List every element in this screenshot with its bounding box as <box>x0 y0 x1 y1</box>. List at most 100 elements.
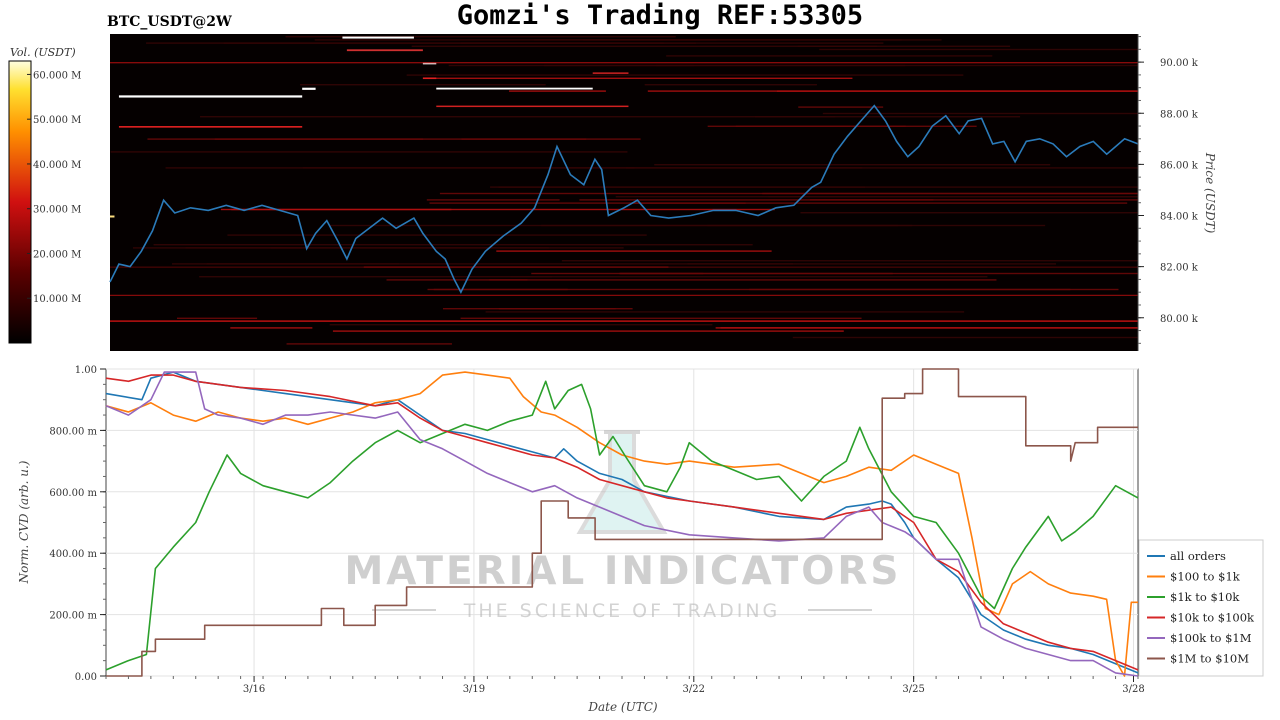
price-tick-label: 80.00 k <box>1160 314 1199 325</box>
heat-row <box>300 84 546 86</box>
chart-title: Gomzi's Trading REF:53305 <box>457 0 863 31</box>
heat-row <box>629 202 746 204</box>
heat-row <box>332 330 844 332</box>
legend-entry: $10k to $100k <box>1170 611 1255 625</box>
liquidity-wall <box>422 77 437 80</box>
heat-row <box>411 45 877 47</box>
heat-row <box>647 90 1138 92</box>
cvd-x-axis-label: Date (UTC) <box>587 700 657 714</box>
cvd-y-tick-label: 800.00 m <box>49 426 97 437</box>
heat-row <box>510 276 988 278</box>
heat-row <box>220 208 775 211</box>
cvd-x-tick-label: 3/22 <box>683 684 705 695</box>
heat-row <box>146 42 884 44</box>
heat-row <box>426 199 560 201</box>
heat-row <box>496 250 772 252</box>
liquidity-wall <box>436 87 593 90</box>
order-book-walls <box>110 36 1138 322</box>
heat-row <box>797 45 1011 47</box>
heat-row <box>132 247 303 249</box>
heat-row <box>800 212 1138 214</box>
heat-row <box>147 138 424 140</box>
heat-row <box>231 208 452 211</box>
liquidity-wall <box>110 294 1138 296</box>
heat-row <box>199 276 553 278</box>
price-tick-label: 82.00 k <box>1160 263 1199 274</box>
heat-row <box>227 234 647 236</box>
legend-entry: $1k to $10k <box>1170 590 1240 604</box>
heat-row <box>386 279 528 281</box>
price-line <box>109 104 1139 294</box>
heat-row <box>798 106 884 108</box>
liquidity-wall <box>118 95 303 98</box>
heat-row <box>214 138 641 140</box>
heat-row <box>792 336 1138 339</box>
heat-row <box>720 327 1138 329</box>
heat-row <box>406 74 964 76</box>
cvd-x-tick-label: 3/28 <box>1122 684 1144 695</box>
cvd-y-tick-label: 200.00 m <box>49 611 97 622</box>
colorbar-tick-label: 40.000 M <box>33 160 81 171</box>
colorbar-tick-label: 20.000 M <box>33 249 81 260</box>
liquidity-wall <box>110 320 1138 322</box>
liquidity-wall <box>118 126 303 128</box>
cvd-y-tick-label: 600.00 m <box>49 488 97 499</box>
colorbar-tick-label: 60.000 M <box>33 70 81 81</box>
heatmap-subtitle: BTC_USDT@2W <box>107 14 232 30</box>
heat-row <box>809 199 1138 201</box>
liquidity-wall <box>110 62 1138 64</box>
heat-row <box>429 202 1128 204</box>
heat-row <box>425 77 853 79</box>
heat-row <box>561 260 1138 262</box>
series-line--1k-to-10k <box>105 380 1139 671</box>
heat-row <box>666 55 993 57</box>
heat-row <box>509 90 606 92</box>
colorbar <box>8 60 32 344</box>
order-book-heat-rows <box>110 36 1138 345</box>
heat-row <box>270 247 624 249</box>
cvd-x-tick-label: 3/25 <box>902 684 924 695</box>
heat-row <box>654 164 1051 166</box>
liquidity-wall <box>302 87 316 90</box>
heat-row <box>707 125 906 127</box>
heat-row <box>153 244 753 246</box>
heat-row <box>749 288 1071 291</box>
heat-row <box>625 167 1138 169</box>
price-tick-label: 88.00 k <box>1160 109 1199 120</box>
cvd-y-tick-label: 0.00 <box>75 672 97 683</box>
series-line--10k-to-100k <box>105 374 1139 671</box>
heat-row <box>644 84 817 86</box>
heat-row <box>176 317 258 319</box>
cvd-y-tick-label: 400.00 m <box>49 549 97 560</box>
heat-row <box>490 186 866 188</box>
heat-row <box>620 272 1138 275</box>
price-tick-label: 84.00 k <box>1160 212 1199 223</box>
heatmap-panel <box>110 34 1138 351</box>
heat-row <box>439 192 1138 195</box>
heat-row <box>329 324 713 326</box>
heat-row <box>707 224 913 227</box>
heat-row <box>165 167 863 169</box>
price-axis-label: Price (USDT) <box>1203 152 1217 234</box>
price-tick-label: 86.00 k <box>1160 160 1199 171</box>
legend-entry: all orders <box>1170 549 1226 563</box>
heat-row <box>461 138 587 140</box>
cvd-series-lines <box>105 368 1139 677</box>
liquidity-wall <box>592 72 629 74</box>
colorbar-tick-label: 50.000 M <box>33 115 81 126</box>
series-line--100k-to-1m <box>105 371 1139 677</box>
heat-row <box>687 263 1057 265</box>
series-line--100-to-1k <box>105 371 1138 677</box>
heat-row <box>579 199 934 201</box>
legend-entry: $1M to $10M <box>1170 652 1249 666</box>
heat-row <box>485 311 965 313</box>
liquidity-wall <box>110 215 115 218</box>
heat-row <box>200 116 836 118</box>
liquidity-wall <box>110 266 1138 268</box>
cvd-x-tick-label: 3/19 <box>463 684 485 695</box>
heat-row <box>489 279 997 281</box>
price-tick-label: 90.00 k <box>1160 58 1199 69</box>
colorbar-tick-label: 10.000 M <box>33 294 81 305</box>
legend: all orders $100 to $1k $1k to $10k $10k to … <box>1138 539 1264 677</box>
